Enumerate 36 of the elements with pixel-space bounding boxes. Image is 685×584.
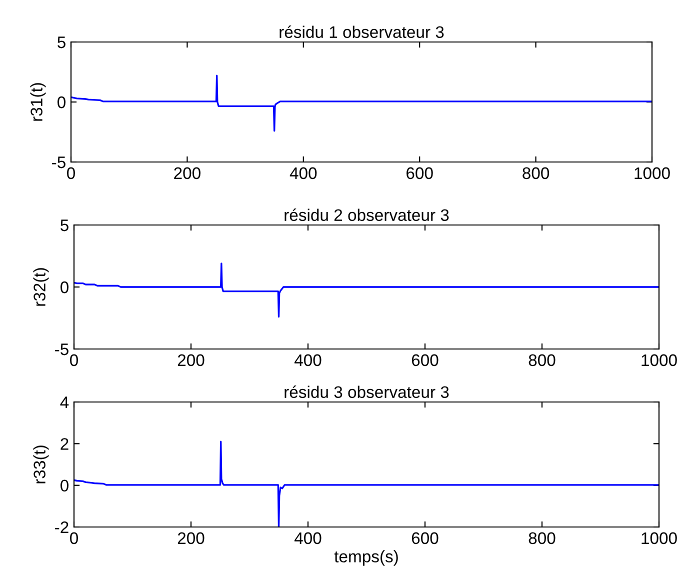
x-tick-label: 200 (178, 532, 204, 544)
y-tick-label: -5 (52, 156, 66, 168)
chart-title: résidu 1 observateur 3 (280, 26, 444, 38)
y-tick-label: 0 (60, 480, 68, 492)
x-tick-label: 800 (528, 354, 556, 366)
y-tick-label: 4 (60, 396, 69, 408)
x-axis-title: temps(s) (334, 550, 398, 566)
line-series (74, 262, 659, 318)
x-tick-label: 600 (412, 532, 438, 544)
x-tick-label: 400 (290, 167, 317, 180)
x-tick-label: 800 (528, 532, 556, 544)
x-tick-label: 400 (294, 354, 322, 366)
y-tick-label: 2 (60, 438, 68, 450)
x-tick-label: 800 (522, 167, 550, 180)
y-axis-title: r31(t) (30, 83, 46, 121)
y-tick-label: 5 (58, 36, 66, 48)
line-series (71, 74, 652, 132)
x-tick-label: 200 (178, 354, 204, 366)
y-tick-label: -2 (55, 521, 68, 534)
x-tick-label: 400 (294, 532, 322, 544)
x-tick-label: 0 (70, 354, 78, 366)
x-tick-label: 0 (70, 532, 78, 544)
x-tick-label: 1000 (642, 532, 677, 544)
x-tick-label: 1000 (642, 354, 677, 366)
x-tick-label: 600 (406, 167, 433, 180)
x-tick-label: 1000 (634, 167, 670, 180)
x-tick-label: 200 (174, 167, 200, 180)
chart-title: résidu 2 observateur 3 (284, 208, 449, 221)
y-tick-label: 5 (60, 220, 68, 232)
y-axis-title: r32(t) (33, 268, 49, 306)
y-tick-label: 0 (60, 281, 68, 294)
x-tick-label: 600 (412, 354, 438, 366)
y-axis-title: r33(t) (33, 446, 49, 484)
y-tick-label: 0 (58, 96, 66, 108)
chart-title: résidu 3 observateur 3 (284, 386, 449, 398)
y-tick-label: -5 (55, 344, 68, 356)
